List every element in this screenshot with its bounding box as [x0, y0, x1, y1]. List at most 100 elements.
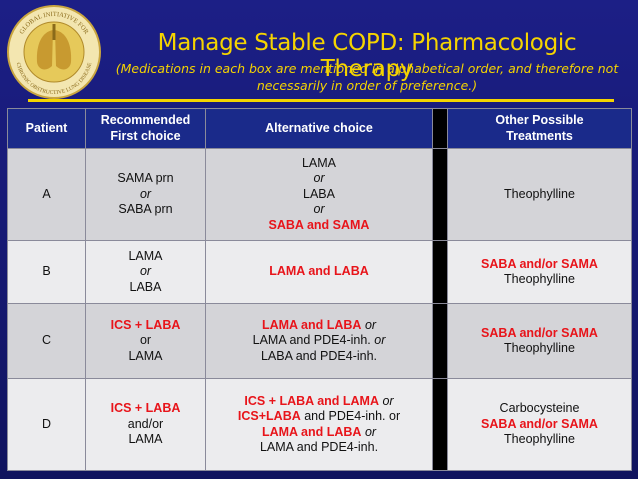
drug-text: or	[361, 424, 377, 439]
header-cell: Alternative choice	[205, 108, 433, 149]
drug-text: LABA	[129, 279, 162, 294]
separator-column	[432, 303, 448, 379]
drug-text: LAMA and LABA	[269, 264, 369, 279]
drug-text: and PDE4-inh. or	[300, 409, 401, 423]
separator-column	[432, 148, 448, 241]
cell-line: SABA and/or SAMA	[451, 326, 628, 342]
treatment-cell: Theophylline	[447, 148, 632, 241]
cell-line: ICS + LABA	[89, 318, 202, 334]
table-row: C ICS + LABA or LAMA LAMA and LABA or LAMA an…	[7, 303, 632, 379]
cell-line: SAMA prn	[89, 171, 202, 187]
drug-text: SABA and/or SAMA	[481, 256, 598, 271]
drug-text: SABA and/or SAMA	[481, 325, 598, 340]
drug-text: Theophylline	[504, 186, 575, 201]
drug-text: and/or	[127, 416, 164, 431]
drug-text: or	[361, 317, 377, 332]
cell-line: SABA and/or SAMA	[451, 417, 628, 433]
header-text: Patient	[25, 120, 68, 135]
drug-text: LAMA and LABA	[261, 424, 362, 439]
patient-cell: A	[7, 148, 86, 241]
cell-line: LAMA	[89, 432, 202, 448]
subtitle: (Medications in each box are mentioned i…	[104, 60, 630, 94]
drug-text: LAMA	[128, 248, 163, 263]
drug-text: SAMA prn	[117, 171, 174, 186]
cell-line: or	[89, 333, 202, 349]
treatment-cell: ICS + LABA or LAMA	[85, 303, 206, 379]
cell-line: ICS + LABA	[89, 401, 202, 417]
drug-text: or	[139, 333, 152, 348]
drug-text: or	[379, 393, 394, 408]
cell-line: or	[209, 202, 429, 218]
table-row: B LAMA or LABA LAMA and LABA SABA and/or SAMA…	[7, 240, 632, 304]
cell-line: Theophylline	[451, 272, 628, 288]
cell-line: or	[89, 187, 202, 203]
cell-line: SABA and SAMA	[209, 218, 429, 234]
drug-text: SABA prn	[118, 202, 173, 217]
patient-cell: C	[7, 303, 86, 379]
separator-column	[432, 108, 448, 149]
treatment-cell: Carbocysteine SABA and/or SAMA Theophyllin…	[447, 378, 632, 471]
drug-text: ICS + LABA and LAMA	[244, 393, 379, 408]
header-text: Treatments	[506, 128, 573, 143]
cell-line: ICS + LABA and LAMA or	[209, 394, 429, 410]
cell-line: LAMA and PDE4-inh. or	[209, 333, 429, 349]
drug-text: Carbocysteine	[499, 401, 580, 416]
cell-line: and/or	[89, 417, 202, 433]
treatment-cell: LAMA and LABA or LAMA and PDE4-inh. or LAB…	[205, 303, 433, 379]
header-cell: Other Possible Treatments	[447, 108, 632, 149]
cell-line: LAMA and LABA or	[209, 425, 429, 441]
title: Manage Stable COPD: Pharmacologic Therap…	[157, 30, 577, 82]
treatment-cell: ICS + LABA and LAMA or ICS+LABA and PDE4-…	[205, 378, 433, 471]
header-text: First choice	[110, 128, 181, 143]
drug-text: Theophylline	[504, 341, 575, 355]
cell-line: LAMA and PDE4-inh.	[209, 440, 429, 456]
separator-column	[432, 240, 448, 304]
table-row: A SAMA prn or SABA prn LAMA or LABA or SABA and …	[7, 148, 632, 241]
drug-text: LAMA	[128, 432, 163, 447]
table-row: D ICS + LABA and/or LAMA ICS + LABA and LAMA…	[7, 378, 632, 471]
separator-column	[432, 378, 448, 471]
cell-line: LAMA	[89, 349, 202, 365]
drug-text: LAMA and PDE4-inh.	[259, 440, 379, 454]
cell-line: SABA and/or SAMA	[451, 257, 628, 273]
drug-text: SABA and/or SAMA	[481, 416, 598, 431]
treatment-cell: SAMA prn or SABA prn	[85, 148, 206, 241]
drug-text: or	[313, 202, 325, 217]
cell-line: LAMA and LABA or	[209, 318, 429, 334]
header-text: Alternative choice	[265, 120, 373, 135]
cell-line: Theophylline	[451, 341, 628, 357]
treatment-cell: ICS + LABA and/or LAMA	[85, 378, 206, 471]
treatment-cell: SABA and/or SAMA Theophylline	[447, 240, 632, 304]
logo: GLOBAL INITIATIVE FOR CHRONIC OBSTRUCTIV…	[7, 5, 101, 99]
drug-text: ICS + LABA	[110, 317, 181, 332]
drug-text: or	[370, 333, 386, 348]
cell-line: or	[209, 171, 429, 187]
cell-line: SABA prn	[89, 202, 202, 218]
therapy-table: Patient Recommended First choice Alternativ…	[7, 108, 632, 471]
cell-line: LAMA	[89, 249, 202, 265]
subtitle-line: necessarily in order of preference.)	[256, 78, 478, 93]
cell-line: or	[89, 264, 202, 280]
header-text: Recommended	[100, 113, 191, 127]
header-text: Other Possible	[495, 113, 584, 127]
cell-line: ICS+LABA and PDE4-inh. or	[209, 409, 429, 425]
cell-line: LAMA	[209, 156, 429, 172]
cell-line: LABA and PDE4-inh.	[209, 349, 429, 365]
cell-line: LABA	[89, 280, 202, 296]
drug-text: LAMA and LABA	[261, 317, 362, 332]
treatment-cell: LAMA or LABA	[85, 240, 206, 304]
drug-text: LAMA	[128, 348, 163, 363]
drug-text: ICS + LABA	[110, 401, 181, 416]
drug-text: or	[139, 186, 152, 201]
patient-cell: B	[7, 240, 86, 304]
treatment-cell: LAMA and LABA	[205, 240, 433, 304]
drug-text: LABA and PDE4-inh.	[260, 348, 378, 363]
drug-text: LAMA	[301, 155, 337, 170]
drug-text: SABA and SAMA	[268, 217, 370, 232]
header-cell: Patient	[7, 108, 86, 149]
drug-text: or	[139, 264, 152, 279]
drug-text: Theophylline	[504, 272, 575, 286]
cell-line: Theophylline	[451, 432, 628, 448]
cell-line: LAMA and LABA	[209, 264, 429, 280]
